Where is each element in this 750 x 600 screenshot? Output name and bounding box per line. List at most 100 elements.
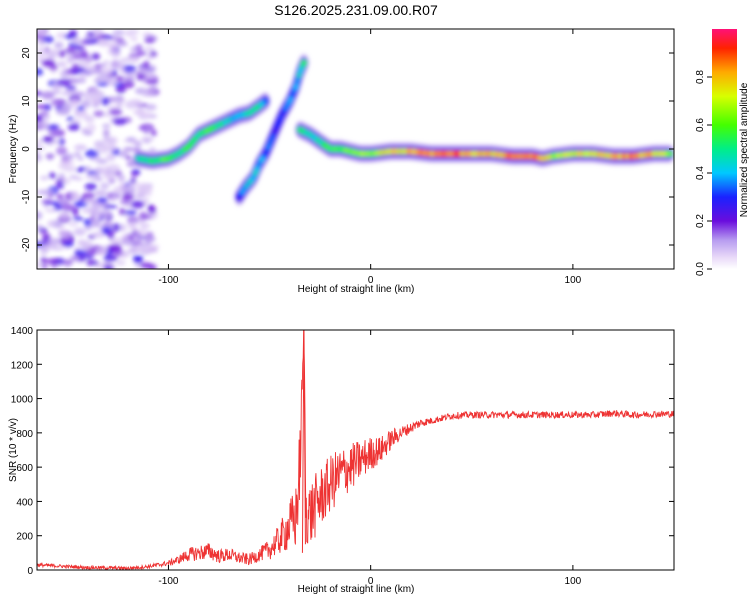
heatmap-noise-cell	[128, 181, 139, 187]
heatmap-noise-cell	[46, 49, 60, 55]
heatmap-noise-cell	[138, 69, 148, 74]
heatmap-noise-cell	[130, 172, 139, 177]
heatmap-noise-cell	[37, 29, 46, 36]
heatmap-noise-cell	[62, 259, 74, 266]
colorbar-tick-label: 0.6	[695, 118, 706, 132]
heatmap-noise-cell	[43, 103, 52, 111]
heatmap-noise-cell	[124, 31, 134, 37]
colorbar-tick-label: 0.8	[695, 70, 706, 84]
heatmap-y-tick-label: 10	[21, 95, 32, 107]
heatmap-noise-cell	[65, 47, 77, 54]
colorbar: 0.0 0.2 0.4 0.6 0.8 Normalized spectral ampl…	[695, 29, 750, 276]
colorbar-tick-label: 0.4	[695, 166, 706, 180]
heatmap-plot-area	[37, 29, 674, 269]
heatmap-noise-cell	[120, 238, 132, 245]
snr-x-axis-label: Height of straight line (km)	[298, 584, 415, 595]
snr-y-tick-label: 800	[16, 429, 33, 440]
heatmap-core-cell	[262, 98, 269, 104]
heatmap-noise-cell	[120, 234, 129, 239]
heatmap-noise-cell	[62, 178, 71, 184]
heatmap-noise-cell	[46, 153, 54, 161]
heatmap-noise-cell	[84, 115, 95, 123]
heatmap-noise-cell	[37, 146, 46, 151]
heatmap-noise-cell	[103, 59, 110, 66]
heatmap-noise-cell	[107, 41, 119, 50]
heatmap-noise-cell	[74, 151, 81, 158]
heatmap-core-cell	[666, 150, 673, 157]
heatmap-noise-cell	[84, 34, 93, 41]
heatmap-noise-cell	[121, 184, 136, 193]
heatmap-noise-cell	[68, 29, 78, 38]
heatmap-noise-cell	[125, 136, 137, 142]
heatmap-noise-cell	[144, 237, 152, 244]
heatmap-noise-cell	[145, 231, 154, 239]
heatmap-noise-cell	[134, 44, 143, 53]
heatmap-noise-cell	[40, 263, 49, 269]
heatmap-noise-cell	[74, 249, 88, 256]
heatmap-noise-cell	[106, 153, 116, 162]
heatmap-noise-cell	[83, 218, 92, 227]
heatmap-noise-cell	[59, 211, 70, 220]
heatmap-noise-cell	[138, 211, 148, 221]
heatmap-noise-cell	[134, 194, 145, 199]
snr-x-tick-label: -100	[158, 576, 178, 587]
heatmap-noise-cell	[83, 208, 93, 214]
heatmap-noise-cell	[41, 199, 54, 204]
heatmap-noise-cell	[59, 70, 67, 76]
heatmap-noise-cell	[101, 66, 114, 75]
heatmap-noise-cell	[130, 100, 143, 106]
heatmap-noise-cell	[147, 204, 154, 211]
heatmap-noise-cell	[39, 189, 54, 196]
heatmap-noise-cell	[47, 124, 60, 130]
heatmap-noise-cell	[144, 38, 155, 44]
heatmap-noise-cell	[46, 258, 60, 265]
heatmap-noise-cell	[116, 40, 128, 47]
colorbar-tick-label: 0.0	[695, 262, 706, 276]
snr-y-tick-label: 200	[16, 532, 33, 543]
heatmap-noise-cell	[37, 153, 43, 162]
heatmap-noise-cell	[51, 246, 65, 251]
heatmap-noise-cell	[41, 91, 55, 100]
heatmap-noise-cell	[79, 71, 87, 80]
heatmap-y-tick-label: -10	[21, 189, 32, 204]
heatmap-noise-cell	[53, 203, 63, 211]
heatmap-noise-cell	[140, 262, 153, 269]
heatmap-core-cell	[300, 59, 307, 66]
heatmap-noise-cell	[143, 126, 150, 135]
heatmap-noise-cell	[37, 90, 43, 97]
heatmap-noise-cell	[72, 63, 79, 71]
heatmap-noise-cell	[56, 146, 68, 156]
heatmap-noise-cell	[134, 141, 143, 147]
heatmap-noise-cell	[110, 49, 121, 58]
heatmap-noise-cell	[148, 147, 156, 154]
heatmap-noise-cell	[101, 96, 110, 106]
heatmap-noise-cell	[146, 244, 158, 253]
heatmap-noise-cell	[44, 137, 55, 142]
heatmap-noise-cell	[56, 193, 64, 200]
heatmap-noise-cell	[118, 150, 128, 158]
heatmap-noise-cell	[98, 38, 110, 48]
colorbar-ticks: 0.0 0.2 0.4 0.6 0.8	[695, 70, 712, 276]
heatmap-noise-cell	[104, 204, 118, 209]
heatmap-noise-cell	[103, 143, 117, 152]
heatmap-cells	[37, 29, 674, 269]
heatmap-x-axis-label: Height of straight line (km)	[298, 284, 415, 295]
heatmap-noise-cell	[142, 198, 150, 203]
heatmap-noise-cell	[140, 136, 154, 143]
heatmap-noise-cell	[103, 254, 115, 262]
heatmap-noise-cell	[134, 231, 142, 239]
heatmap-noise-cell	[129, 221, 137, 230]
heatmap-noise-cell	[73, 227, 86, 236]
heatmap-noise-cell	[37, 46, 46, 52]
heatmap-noise-cell	[58, 198, 69, 205]
heatmap-noise-cell	[74, 144, 87, 151]
snr-x-tick-label: 0	[368, 576, 374, 587]
heatmap-noise-cell	[102, 123, 111, 129]
heatmap-noise-cell	[68, 221, 79, 227]
heatmap-noise-cell	[89, 216, 96, 221]
heatmap-noise-cell	[144, 79, 158, 85]
